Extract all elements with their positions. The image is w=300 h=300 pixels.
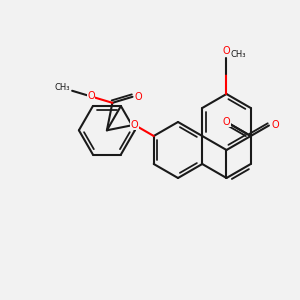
Text: O: O [223,117,230,127]
Text: O: O [223,46,230,56]
Text: O: O [134,92,142,102]
Text: CH₃: CH₃ [230,50,246,59]
Text: CH₃: CH₃ [55,83,70,92]
Text: O: O [130,120,138,130]
Text: O: O [272,121,280,130]
Text: O: O [87,92,95,101]
